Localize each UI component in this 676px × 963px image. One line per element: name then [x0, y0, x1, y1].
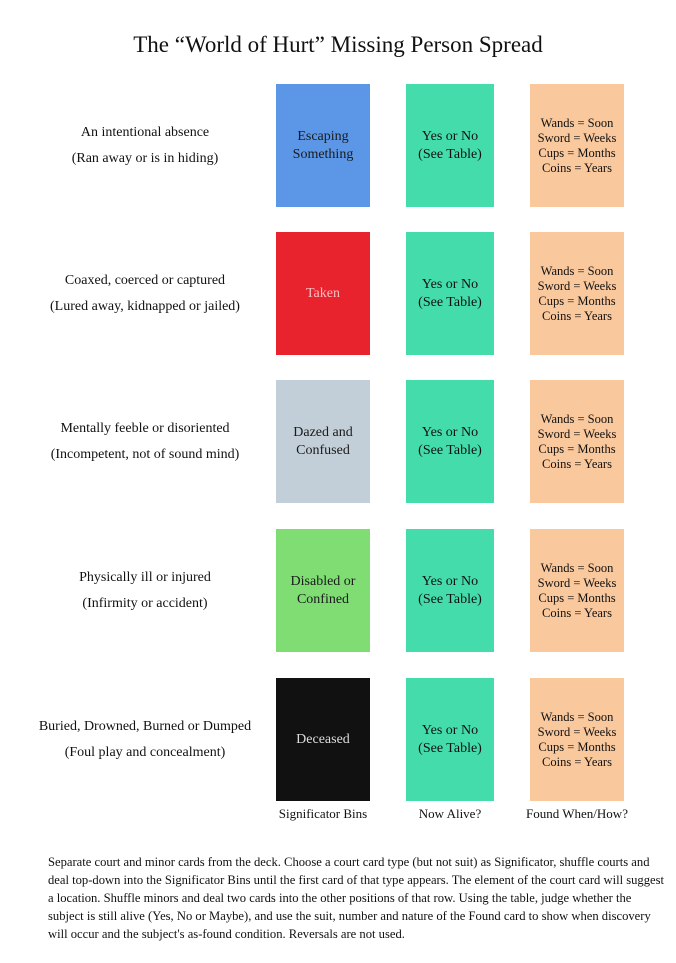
significator-card: Deceased [276, 678, 370, 801]
alive-note: (See Table) [418, 442, 482, 458]
column-label-significator: Significator Bins [278, 806, 368, 821]
significator-label-2: Confined [296, 591, 350, 607]
row-description-title: Physically ill or injured [79, 569, 211, 585]
significator-label: Taken [305, 285, 340, 301]
alive-card: Yes or No (See Table) [406, 678, 494, 801]
found-card: Wands = Soon Sword = Weeks Cups = Months Co… [530, 232, 624, 355]
spread-row: Buried, Drowned, Burned or Dumped (Foul … [0, 678, 676, 801]
spread-row: Coaxed, coerced or captured (Lured away,… [0, 232, 676, 355]
found-line: Cups = Months [538, 590, 616, 605]
row-description-detail: (Incompetent, not of sound mind) [50, 446, 240, 462]
row-description: Physically ill or injured (Infirmity or … [20, 529, 270, 652]
row-description-title: Coaxed, coerced or captured [64, 272, 226, 288]
found-line: Cups = Months [538, 739, 616, 754]
alive-label: Yes or No [421, 424, 479, 440]
alive-card: Yes or No (See Table) [406, 84, 494, 207]
alive-note: (See Table) [418, 146, 482, 162]
found-line: Cups = Months [538, 293, 616, 308]
alive-label: Yes or No [421, 128, 479, 144]
found-line: Sword = Weeks [537, 575, 617, 590]
row-description: An intentional absence (Ran away or is i… [20, 84, 270, 207]
alive-card: Yes or No (See Table) [406, 380, 494, 503]
found-line: Coins = Years [542, 754, 612, 769]
found-line: Coins = Years [542, 308, 612, 323]
significator-card: Disabled or Confined [276, 529, 370, 652]
row-description: Mentally feeble or disoriented (Incompet… [20, 380, 270, 503]
column-label-found: Found When/How? [526, 806, 628, 821]
found-card: Wands = Soon Sword = Weeks Cups = Months Co… [530, 380, 624, 503]
found-line: Cups = Months [538, 441, 616, 456]
row-description-detail: (Foul play and concealment) [64, 744, 226, 760]
column-label-alive: Now Alive? [418, 806, 482, 821]
row-description: Buried, Drowned, Burned or Dumped (Foul … [20, 678, 270, 801]
found-line: Sword = Weeks [537, 426, 617, 441]
row-description-title: An intentional absence [80, 124, 210, 140]
significator-card: Taken [276, 232, 370, 355]
alive-label: Yes or No [421, 573, 479, 589]
found-line: Wands = Soon [540, 560, 614, 575]
instructions: Separate court and minor cards from the … [48, 855, 664, 941]
row-description: Coaxed, coerced or captured (Lured away,… [20, 232, 270, 355]
alive-note: (See Table) [418, 294, 482, 310]
alive-card: Yes or No (See Table) [406, 529, 494, 652]
significator-label-2: Confused [296, 442, 350, 458]
significator-label-2: Something [292, 146, 354, 162]
row-description-detail: (Ran away or is in hiding) [71, 150, 219, 166]
found-line: Wands = Soon [540, 263, 614, 278]
alive-card: Yes or No (See Table) [406, 232, 494, 355]
found-line: Sword = Weeks [537, 724, 617, 739]
spread-row: An intentional absence (Ran away or is i… [0, 84, 676, 207]
significator-label: Dazed and [293, 424, 353, 440]
found-line: Sword = Weeks [537, 130, 617, 145]
found-line: Sword = Weeks [537, 278, 617, 293]
significator-label: Disabled or [290, 573, 356, 589]
row-description-detail: (Lured away, kidnapped or jailed) [50, 298, 240, 314]
page-title: The “World of Hurt” Missing Person Sprea… [133, 32, 543, 57]
significator-label: Deceased [296, 731, 350, 747]
found-line: Cups = Months [538, 145, 616, 160]
found-card: Wands = Soon Sword = Weeks Cups = Months Co… [530, 678, 624, 801]
alive-label: Yes or No [421, 722, 479, 738]
found-line: Coins = Years [542, 456, 612, 471]
significator-card: Dazed and Confused [276, 380, 370, 503]
found-line: Coins = Years [542, 605, 612, 620]
found-line: Wands = Soon [540, 709, 614, 724]
alive-label: Yes or No [421, 276, 479, 292]
row-description-title: Mentally feeble or disoriented [60, 420, 230, 436]
alive-note: (See Table) [418, 591, 482, 607]
spread-row: Physically ill or injured (Infirmity or … [0, 529, 676, 652]
row-description-detail: (Infirmity or accident) [82, 595, 208, 611]
significator-card: Escaping Something [276, 84, 370, 207]
spread-row: Mentally feeble or disoriented (Incompet… [0, 380, 676, 503]
found-card: Wands = Soon Sword = Weeks Cups = Months Co… [530, 84, 624, 207]
alive-note: (See Table) [418, 740, 482, 756]
found-line: Coins = Years [542, 160, 612, 175]
found-line: Wands = Soon [540, 115, 614, 130]
found-line: Wands = Soon [540, 411, 614, 426]
found-card: Wands = Soon Sword = Weeks Cups = Months Co… [530, 529, 624, 652]
row-description-title: Buried, Drowned, Burned or Dumped [38, 718, 252, 734]
significator-label: Escaping [297, 128, 349, 144]
